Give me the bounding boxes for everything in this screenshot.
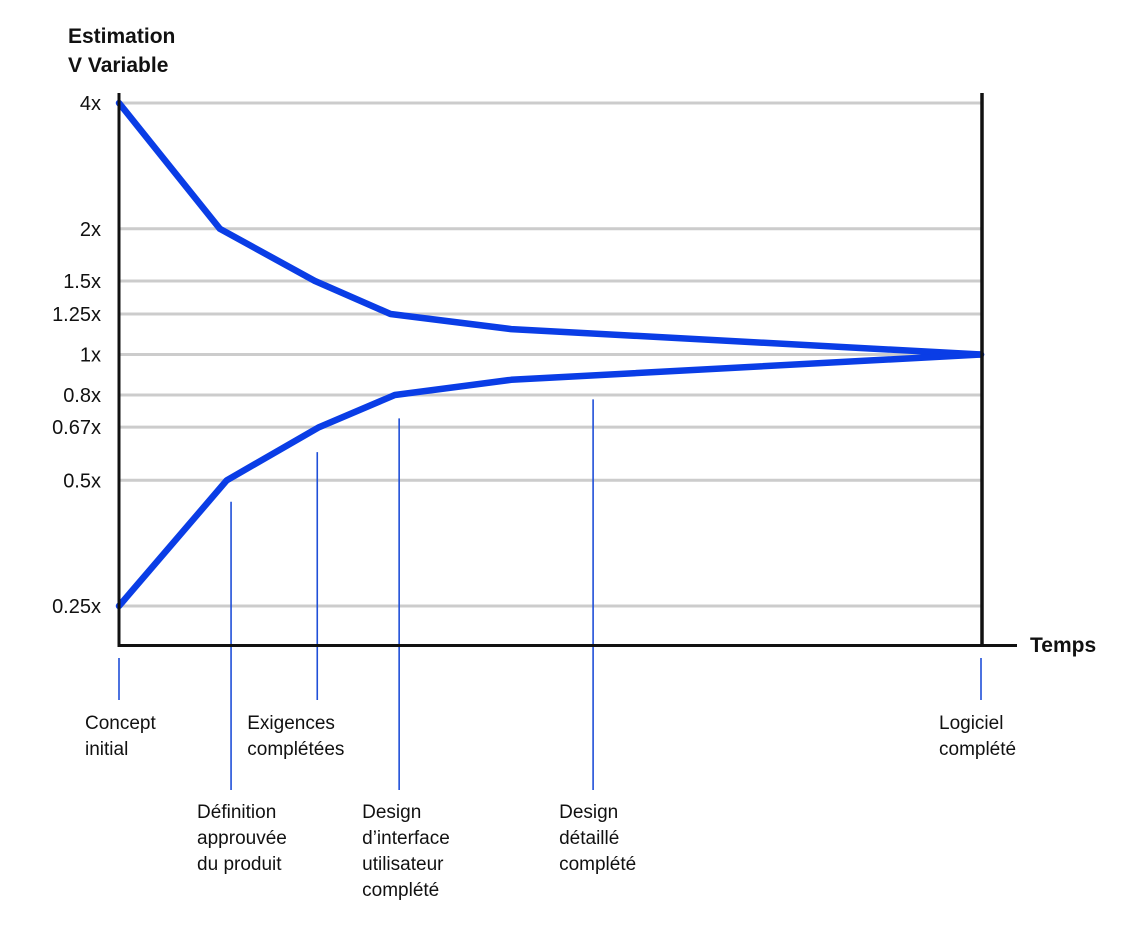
milestone-label-line: approuvée [197,828,287,849]
x-axis-title: Temps [1030,634,1096,657]
y-tick-label: 2x [80,219,101,241]
y-tick-label: 1.5x [63,271,101,293]
milestone-label: Exigences complétées [247,713,344,760]
milestone-label-line: complété [362,880,439,901]
milestone-labels: Concept initial Définition approuvée du prod… [85,713,1016,901]
milestone-label-line: détaillé [559,828,619,849]
milestone-label-line: complétées [247,739,344,760]
milestone-label-line: Design [362,802,421,823]
series-line [115,351,985,610]
y-tick-label: 0.25x [52,596,101,618]
y-tick-label: 0.8x [63,385,101,407]
grid-lines [119,101,981,608]
milestone-label-line: du produit [197,854,282,875]
milestone-label-line: complété [939,739,1016,760]
milestone-label: Design détaillé complété [559,802,636,875]
milestone-label-line: initial [85,739,128,760]
axes [117,93,1017,647]
milestone-label-line: Exigences [247,713,335,734]
milestone-label-line: Design [559,802,618,823]
milestone-label-line: Concept [85,713,156,734]
y-tick-label: 0.67x [52,417,101,439]
milestone-label-line: complété [559,854,636,875]
y-tick-label: 0.5x [63,470,101,492]
series-line [115,99,985,358]
milestone-label: Définition approuvée du produit [197,802,287,875]
y-axis-title: Estimation V Variable [68,25,181,77]
y-axis-title-line-1: Estimation [68,25,175,48]
milestone-label: Concept initial [85,713,156,760]
milestone-label: Design d’interface utilisateur complété [362,802,450,901]
y-tick-label: 1x [80,345,101,367]
milestone-label-line: d’interface [362,828,450,849]
milestone-label-line: utilisateur [362,854,444,875]
milestone-label-line: Logiciel [939,713,1003,734]
series-lines [115,99,985,610]
milestone-label: Logiciel complété [939,713,1016,760]
y-tick-label: 4x [80,93,101,115]
y-tick-labels: 4x 2x 1.5x 1.25x 1x 0.8x 0.67x 0.5x 0.25x [52,93,101,618]
y-axis-title-line-2: V Variable [68,54,168,77]
milestone-label-line: Définition [197,802,276,823]
y-tick-label: 1.25x [52,304,101,326]
